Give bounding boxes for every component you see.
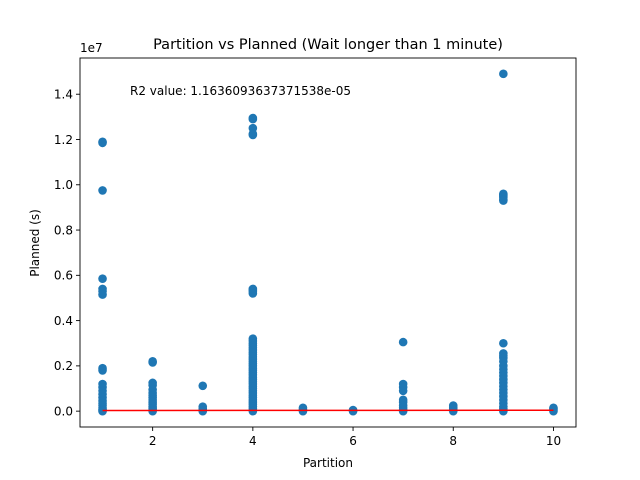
data-point	[148, 358, 157, 367]
y-offset-text: 1e7	[80, 41, 103, 55]
data-point	[398, 386, 408, 396]
data-point	[98, 138, 107, 148]
data-point	[499, 69, 508, 79]
y-tick-label: 0.4	[54, 314, 73, 328]
data-point	[248, 114, 258, 124]
data-point	[398, 337, 408, 347]
axes-frame	[79, 57, 577, 428]
data-point	[98, 366, 107, 375]
data-point	[98, 186, 107, 195]
y-tick-label: 0.6	[54, 269, 73, 283]
y-tick-label: 0.2	[54, 359, 73, 373]
y-tick-label: 0.0	[54, 404, 73, 418]
x-tick-label: 10	[546, 434, 561, 448]
data-point	[98, 290, 107, 299]
data-point	[248, 406, 258, 416]
data-point	[98, 274, 107, 284]
y-axis-label: Planned (s)	[28, 209, 42, 277]
plot-area: 2 4 6 8 10 0.0 0.2 0.4 0.6 0.8 1.0 1.2 1.4	[54, 57, 577, 448]
annotation-r2: R2 value: 1.1636093637371538e-05	[130, 84, 351, 98]
data-point	[499, 196, 508, 205]
x-tick-label: 8	[449, 434, 457, 448]
data-point	[398, 406, 408, 416]
y-tick-label: 1.4	[54, 88, 73, 102]
data-point	[448, 406, 458, 416]
x-tick-label: 2	[149, 434, 157, 448]
y-tick-label: 1.0	[54, 178, 73, 192]
y-tick-label: 0.8	[54, 223, 73, 237]
data-point	[499, 406, 508, 416]
data-point	[499, 338, 508, 348]
y-tick-label: 1.2	[54, 133, 73, 147]
x-tick-label: 4	[249, 434, 257, 448]
data-point	[348, 406, 358, 416]
data-point	[198, 381, 208, 391]
data-point	[549, 406, 558, 416]
data-point	[248, 289, 258, 298]
chart-title: Partition vs Planned (Wait longer than 1…	[153, 37, 503, 53]
x-axis-label: Partition	[303, 456, 353, 470]
data-point	[298, 406, 308, 416]
x-tick-label: 6	[349, 434, 357, 448]
data-point	[248, 130, 258, 140]
